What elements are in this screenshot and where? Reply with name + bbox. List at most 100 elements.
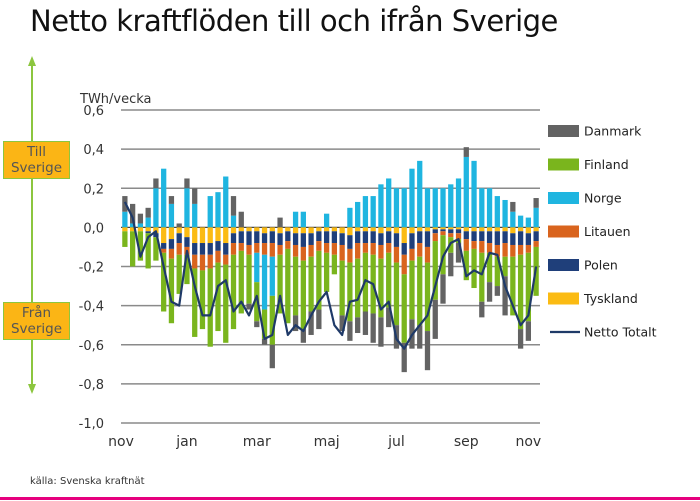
bar-litauen — [347, 248, 353, 263]
bar-polen — [448, 229, 454, 234]
bar-tyskland — [455, 227, 462, 230]
bar-finland — [246, 254, 252, 304]
bar-finland — [386, 252, 392, 308]
bar-tyskland — [378, 227, 384, 234]
bar-norge — [479, 188, 485, 228]
bar-polen — [417, 231, 423, 244]
bar-finland — [316, 250, 322, 310]
bar-tyskland — [347, 227, 353, 236]
bar-finland — [502, 256, 508, 277]
bar-finland — [393, 262, 400, 326]
bar-danmark — [401, 342, 407, 373]
bar-finland — [494, 256, 500, 287]
bar-tyskland — [192, 227, 198, 244]
x-tick-label: mar — [243, 434, 271, 450]
legend-item: Polen — [548, 258, 618, 273]
legend-item: Finland — [548, 157, 629, 172]
bar-polen — [300, 233, 306, 247]
bar-tyskland — [215, 227, 221, 242]
bar-finland — [292, 256, 299, 316]
bar-polen — [184, 237, 190, 247]
bar-litauen — [440, 231, 446, 236]
bar-finland — [122, 231, 128, 247]
bar-danmark — [502, 276, 508, 316]
legend-item: Norge — [548, 191, 622, 206]
bar-litauen — [192, 254, 198, 269]
bar-norge — [223, 176, 229, 228]
bar-finland — [417, 256, 423, 326]
bar-danmark — [153, 178, 159, 189]
bar-polen — [254, 231, 260, 244]
bar-finland — [432, 241, 438, 300]
bar-finland — [192, 268, 198, 337]
bar-norge — [161, 168, 167, 228]
y-tick-label: 0,0 — [83, 221, 104, 236]
bar-danmark — [184, 178, 190, 189]
bar-litauen — [486, 243, 493, 253]
bar-danmark — [308, 311, 314, 335]
legend-label: Tyskland — [583, 291, 638, 306]
legend-item: Tyskland — [548, 291, 638, 306]
bar-finland — [401, 274, 407, 343]
legend-label: Polen — [584, 258, 618, 273]
bar-polen — [432, 229, 438, 234]
bar-finland — [168, 258, 175, 324]
bar-tyskland — [393, 227, 400, 234]
legend-swatch — [548, 292, 579, 305]
bar-finland — [277, 254, 283, 314]
bar-polen — [168, 239, 175, 249]
bar-danmark — [269, 344, 275, 369]
bar-litauen — [223, 254, 229, 265]
source-note: källa: Svenska kraftnät — [30, 476, 145, 487]
bar-tyskland — [533, 227, 539, 232]
bar-polen — [308, 233, 314, 245]
y-tick-label: -1,0 — [79, 417, 104, 432]
bar-litauen — [370, 243, 376, 255]
bar-polen — [502, 231, 508, 244]
bar-litauen — [463, 239, 469, 251]
bar-danmark — [432, 299, 438, 339]
bar-polen — [230, 233, 237, 244]
bar-tyskland — [122, 227, 128, 232]
bar-norge — [153, 188, 159, 228]
bar-tyskland — [479, 227, 485, 232]
page-title: Netto kraftflöden till och ifrån Sverige — [30, 4, 558, 38]
bar-norge — [207, 196, 213, 228]
bar-litauen — [417, 243, 423, 257]
bar-norge — [362, 196, 369, 228]
bar-finland — [215, 262, 221, 332]
bar-norge — [215, 192, 221, 228]
bar-litauen — [424, 246, 431, 263]
bar-norge — [145, 217, 151, 228]
bar-danmark — [417, 325, 423, 349]
bar-danmark — [510, 201, 516, 212]
bar-danmark — [145, 207, 151, 218]
bar-norge — [122, 211, 128, 228]
bar-danmark — [254, 321, 260, 328]
bar-tyskland — [269, 227, 275, 232]
bar-finland — [510, 256, 516, 316]
bar-litauen — [246, 244, 252, 255]
bar-polen — [463, 231, 469, 240]
bar-tyskland — [130, 227, 136, 232]
bar-tyskland — [386, 227, 392, 232]
bar-polen — [339, 233, 345, 245]
fran-sverige-label: Från Sverige — [3, 302, 70, 340]
bar-danmark — [517, 329, 524, 349]
bar-polen — [401, 243, 407, 255]
bar-litauen — [448, 233, 454, 238]
bar-polen — [355, 231, 361, 244]
bar-litauen — [238, 243, 244, 251]
bar-tyskland — [277, 227, 283, 234]
bar-polen — [378, 233, 384, 245]
bar-tyskland — [168, 227, 175, 240]
bar-tyskland — [409, 227, 415, 234]
bar-finland — [409, 260, 415, 320]
bar-tyskland — [517, 227, 524, 232]
bar-polen — [471, 231, 477, 242]
bar-norge — [448, 184, 454, 228]
bar-danmark — [463, 147, 469, 157]
net-total-line — [123, 201, 538, 350]
bar-tyskland — [308, 227, 314, 234]
bar-norge — [378, 184, 384, 228]
